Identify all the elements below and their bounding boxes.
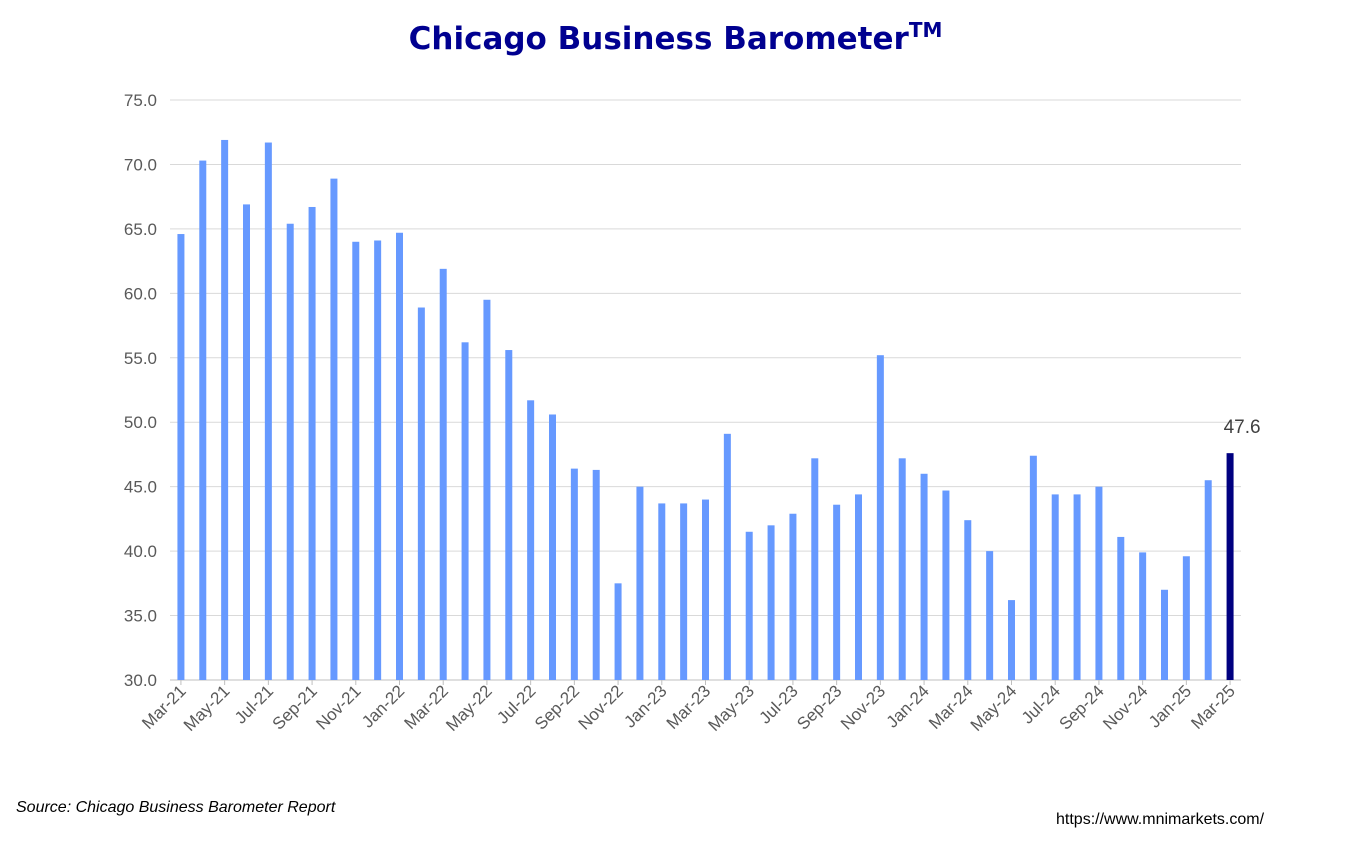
bar bbox=[658, 503, 666, 680]
bar bbox=[942, 490, 950, 680]
bar bbox=[1117, 536, 1125, 680]
y-tick-label: 75.0 bbox=[124, 91, 157, 110]
x-tick-label: Sep-22 bbox=[531, 681, 583, 733]
bar bbox=[1008, 600, 1015, 680]
bar bbox=[439, 268, 447, 680]
y-tick-label: 35.0 bbox=[124, 607, 157, 626]
bar bbox=[592, 469, 600, 680]
y-tick-label: 50.0 bbox=[124, 413, 157, 432]
x-tick-label: Nov-21 bbox=[312, 681, 364, 733]
bar bbox=[767, 525, 775, 680]
bar bbox=[549, 414, 556, 680]
bar bbox=[636, 486, 644, 680]
y-tick-label: 70.0 bbox=[124, 155, 157, 174]
bar bbox=[396, 232, 403, 680]
bar bbox=[330, 178, 338, 680]
y-tick-label: 30.0 bbox=[124, 671, 157, 690]
bar bbox=[286, 223, 294, 680]
x-tick-label: Mar-24 bbox=[925, 681, 977, 733]
bar bbox=[898, 458, 906, 680]
x-tick-label: Nov-24 bbox=[1099, 681, 1151, 733]
x-tick-label: Jan-22 bbox=[358, 681, 408, 731]
trademark-mark: TM bbox=[908, 18, 943, 42]
bar bbox=[461, 342, 469, 680]
bar bbox=[1204, 480, 1212, 680]
bar bbox=[352, 241, 360, 680]
bar bbox=[723, 433, 731, 680]
bar bbox=[1139, 552, 1147, 680]
bar bbox=[570, 468, 578, 680]
y-tick-label: 55.0 bbox=[124, 349, 157, 368]
x-tick-label: Nov-22 bbox=[575, 681, 627, 733]
y-tick-label: 40.0 bbox=[124, 542, 157, 561]
bar bbox=[855, 494, 862, 680]
bar bbox=[1051, 494, 1059, 680]
bar bbox=[745, 531, 753, 680]
bar bbox=[221, 139, 229, 680]
source-note: Source: Chicago Business Barometer Repor… bbox=[16, 799, 336, 816]
chart-title: Chicago Business BarometerTM bbox=[0, 18, 1351, 57]
x-tick-label: May-21 bbox=[180, 681, 234, 735]
x-tick-label: Mar-22 bbox=[401, 681, 453, 733]
bar bbox=[920, 473, 928, 680]
x-tick-label: May-24 bbox=[967, 681, 1021, 735]
bar bbox=[417, 307, 425, 680]
x-tick-label: Jan-24 bbox=[883, 681, 933, 731]
x-tick-label: Sep-21 bbox=[269, 681, 321, 733]
bar bbox=[1095, 486, 1103, 680]
y-tick-label: 60.0 bbox=[124, 284, 157, 303]
bar bbox=[264, 142, 272, 681]
bar bbox=[483, 299, 491, 680]
bar-highlight bbox=[1226, 453, 1234, 680]
x-tick-label: Sep-23 bbox=[793, 681, 845, 733]
bar bbox=[876, 355, 884, 680]
x-tick-label: Mar-25 bbox=[1187, 681, 1239, 733]
chart-title-text: Chicago Business Barometer bbox=[408, 21, 909, 57]
bar bbox=[986, 551, 994, 680]
x-tick-label: Jan-25 bbox=[1145, 681, 1195, 731]
bar bbox=[702, 499, 709, 680]
bar bbox=[527, 400, 535, 680]
y-tick-label: 45.0 bbox=[124, 478, 157, 497]
y-tick-label: 65.0 bbox=[124, 220, 157, 239]
source-url: https://www.mnimarkets.com/ bbox=[1056, 811, 1265, 828]
bar bbox=[199, 160, 207, 681]
bar bbox=[811, 458, 819, 680]
bar bbox=[964, 520, 972, 680]
x-tick-label: Sep-24 bbox=[1056, 681, 1108, 733]
x-tick-label: Mar-23 bbox=[663, 681, 715, 733]
bar bbox=[1161, 589, 1168, 680]
bar bbox=[374, 240, 382, 680]
bar bbox=[308, 206, 316, 680]
bar bbox=[1073, 494, 1081, 680]
bar bbox=[243, 204, 250, 680]
bar bbox=[614, 583, 622, 680]
bar bbox=[1182, 556, 1190, 680]
x-tick-label: May-22 bbox=[442, 681, 496, 735]
x-tick-label: May-23 bbox=[705, 681, 759, 735]
bar bbox=[177, 234, 185, 681]
bar bbox=[505, 350, 513, 680]
bar bbox=[789, 513, 797, 680]
x-tick-label: Jan-23 bbox=[620, 681, 670, 731]
bar bbox=[680, 503, 688, 680]
x-tick-label: Nov-23 bbox=[837, 681, 889, 733]
bar bbox=[833, 504, 841, 680]
bar bbox=[1029, 455, 1037, 680]
last-value-label: 47.6 bbox=[1224, 417, 1261, 438]
